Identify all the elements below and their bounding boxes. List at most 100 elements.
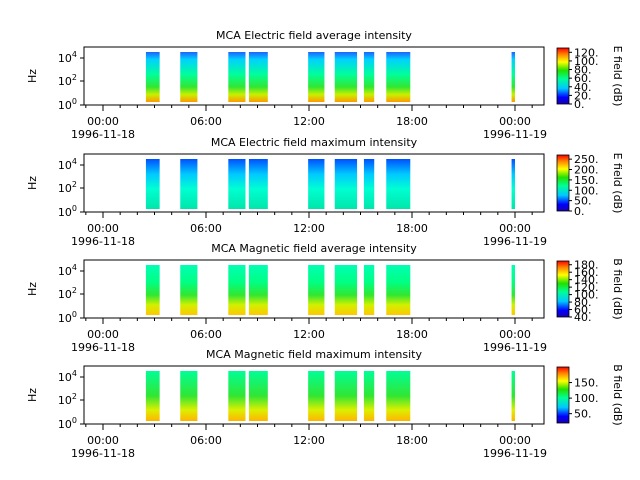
spectrogram-block xyxy=(145,265,160,315)
panel-title: MCA Electric field maximum intensity xyxy=(211,136,418,149)
spectrogram-block xyxy=(228,265,246,315)
x-tick-date-label: 1996-11-19 xyxy=(483,235,547,248)
y-tick-label: 102 xyxy=(58,73,77,88)
x-tick-label: 06:00 xyxy=(190,115,222,128)
colorbar-tick-label: 160. xyxy=(574,266,599,279)
colorbar-tick-label: 250. xyxy=(574,153,599,166)
spectrogram-block xyxy=(334,265,358,315)
spectrogram-block xyxy=(386,52,411,102)
x-tick-date-label: 1996-11-19 xyxy=(483,128,547,141)
spectrogram-block xyxy=(386,159,411,209)
y-tick-label: 104 xyxy=(58,263,77,278)
spectrogram-block xyxy=(145,52,160,102)
y-tick-label: 102 xyxy=(58,286,77,301)
spectrogram-block xyxy=(363,265,375,315)
x-tick-label: 12:00 xyxy=(293,434,325,447)
y-tick-label: 102 xyxy=(58,180,77,195)
panel-1: MCA Electric field average intensity 100 1… xyxy=(26,29,624,141)
y-tick-label: 100 xyxy=(58,204,77,219)
spectrogram-block xyxy=(386,265,411,315)
panel-3: MCA Magnetic field average intensity 100 1… xyxy=(26,242,624,354)
spectrogram-block xyxy=(228,159,246,209)
x-tick-label: 06:00 xyxy=(190,434,222,447)
y-axis-label: Hz xyxy=(26,69,39,83)
y-tick-label: 104 xyxy=(58,369,77,384)
colorbar-tick-label: 80. xyxy=(574,64,592,77)
y-tick-label: 100 xyxy=(58,97,77,112)
colorbar-tick-label: 80. xyxy=(574,296,592,309)
y-tick-label: 100 xyxy=(58,416,77,431)
colorbar xyxy=(556,366,570,424)
spectrogram-block xyxy=(363,159,375,209)
x-tick-date-label: 1996-11-18 xyxy=(71,128,135,141)
spectrogram-block xyxy=(511,159,515,209)
x-tick-label: 18:00 xyxy=(396,434,428,447)
colorbar-tick-label: 50. xyxy=(574,195,592,208)
y-tick-label: 102 xyxy=(58,392,77,407)
spectrogram-block xyxy=(145,371,160,421)
spectrogram-block xyxy=(248,265,268,315)
colorbar-tick-label: 40. xyxy=(574,81,592,94)
spectrogram-block xyxy=(334,371,358,421)
colorbar-tick-label: 100. xyxy=(574,184,599,197)
colorbar-label: E field (dB) xyxy=(611,153,624,214)
x-tick-label: 18:00 xyxy=(396,115,428,128)
colorbar-tick-label: 60. xyxy=(574,304,592,317)
spectrogram-block xyxy=(180,371,198,421)
colorbar-tick-label: 0. xyxy=(574,205,585,218)
colorbar-tick-label: 180. xyxy=(574,259,599,272)
colorbar-tick-label: 140. xyxy=(574,274,599,287)
x-tick-label: 00:00 xyxy=(499,328,531,341)
spectrogram-block xyxy=(248,52,268,102)
panel-title: MCA Magnetic field maximum intensity xyxy=(206,348,422,361)
colorbar-label: E field (dB) xyxy=(611,46,624,107)
y-tick-label: 100 xyxy=(58,310,77,325)
x-tick-date-label: 1996-11-19 xyxy=(483,447,547,460)
colorbar-tick-label: 0. xyxy=(574,98,585,111)
colorbar-tick-label: 100. xyxy=(574,392,599,405)
spectrogram-block xyxy=(180,265,198,315)
spectrogram-block xyxy=(308,371,325,421)
x-tick-label: 06:00 xyxy=(190,222,222,235)
colorbar-tick-label: 100. xyxy=(574,55,599,68)
spectrogram-block xyxy=(363,52,375,102)
spectrogram-block xyxy=(308,265,325,315)
colorbar xyxy=(556,154,570,212)
x-tick-label: 00:00 xyxy=(499,115,531,128)
colorbar xyxy=(556,260,570,318)
x-tick-label: 18:00 xyxy=(396,222,428,235)
spectrogram-block xyxy=(511,265,515,315)
spectrogram-block xyxy=(228,52,246,102)
colorbar xyxy=(556,47,570,105)
spectrogram-block xyxy=(145,159,160,209)
x-tick-label: 12:00 xyxy=(293,115,325,128)
y-tick-label: 104 xyxy=(58,157,77,172)
colorbar-tick-label: 150. xyxy=(574,377,599,390)
x-tick-label: 12:00 xyxy=(293,328,325,341)
x-tick-label: 12:00 xyxy=(293,222,325,235)
x-tick-date-label: 1996-11-18 xyxy=(71,447,135,460)
colorbar-tick-label: 120. xyxy=(574,46,599,59)
spectrogram-block xyxy=(386,371,411,421)
x-tick-date-label: 1996-11-18 xyxy=(71,341,135,354)
panel-title: MCA Magnetic field average intensity xyxy=(211,242,417,255)
x-tick-label: 00:00 xyxy=(87,115,119,128)
x-tick-label: 00:00 xyxy=(87,222,119,235)
spectrogram-block xyxy=(248,159,268,209)
colorbar-tick-label: 50. xyxy=(574,408,592,421)
x-tick-date-label: 1996-11-18 xyxy=(71,235,135,248)
panel-title: MCA Electric field average intensity xyxy=(216,29,412,42)
spectrogram-block xyxy=(511,371,515,421)
spectrogram-block xyxy=(248,371,268,421)
y-axis-label: Hz xyxy=(26,388,39,402)
colorbar-tick-label: 40. xyxy=(574,311,592,324)
y-tick-label: 104 xyxy=(58,50,77,65)
colorbar-tick-label: 150. xyxy=(574,174,599,187)
y-axis-label: Hz xyxy=(26,176,39,190)
spectrogram-block xyxy=(308,52,325,102)
x-tick-label: 00:00 xyxy=(87,328,119,341)
spectrogram-block xyxy=(180,159,198,209)
colorbar-label: B field (dB) xyxy=(611,364,624,425)
x-tick-label: 00:00 xyxy=(87,434,119,447)
